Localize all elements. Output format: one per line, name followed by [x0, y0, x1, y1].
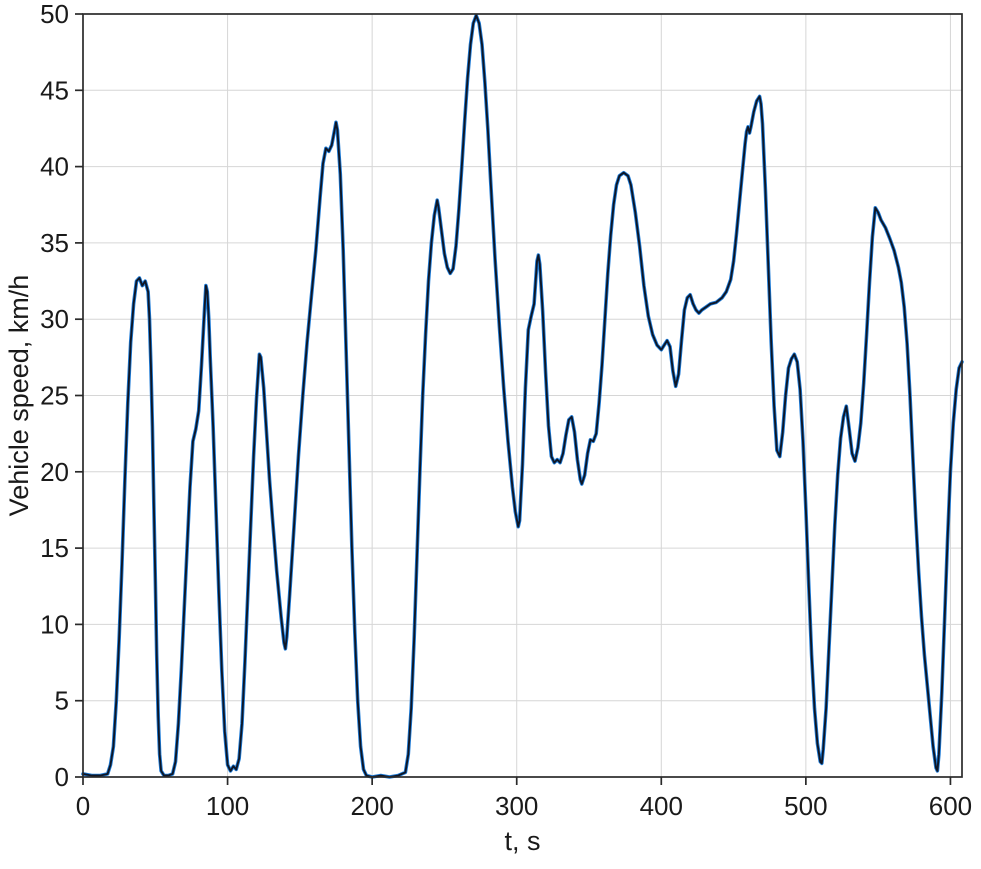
y-tick-label: 0 [55, 762, 69, 792]
x-tick-label: 100 [206, 791, 249, 821]
x-tick-label: 300 [495, 791, 538, 821]
x-tick-label: 500 [784, 791, 827, 821]
x-tick-label: 400 [640, 791, 683, 821]
y-tick-label: 15 [40, 533, 69, 563]
chart-series [81, 13, 964, 779]
x-axis-label: t, s [504, 826, 540, 856]
grid-lines [82, 13, 962, 778]
y-axis-label: Vehicle speed, km/h [4, 275, 34, 517]
y-tick-label: 20 [40, 457, 69, 487]
y-tick-label: 5 [55, 686, 69, 716]
y-tick-label: 40 [40, 152, 69, 182]
y-tick-label: 50 [40, 0, 69, 29]
y-tick-label: 10 [40, 609, 69, 639]
tick-labels: 0 100 200 300 400 500 600 0 5 10 15 20 25 30 35 40 45 50 [40, 0, 972, 821]
y-tick-label: 30 [40, 304, 69, 334]
y-tick-label: 35 [40, 228, 69, 258]
axis-ticks [75, 13, 952, 785]
y-tick-label: 45 [40, 75, 69, 105]
x-tick-label: 0 [76, 791, 90, 821]
dark-overlay-line [82, 14, 963, 778]
x-tick-label: 200 [350, 791, 393, 821]
x-tick-label: 600 [929, 791, 972, 821]
y-tick-label: 25 [40, 381, 69, 411]
blue-underlay-line [81, 13, 964, 779]
